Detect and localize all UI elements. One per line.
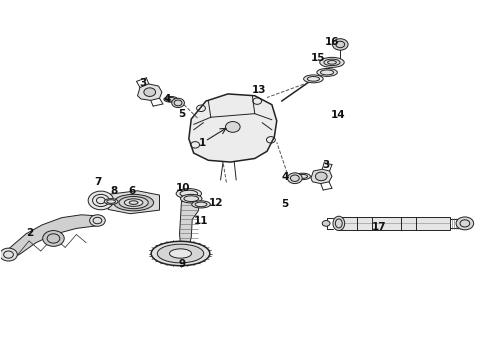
Ellipse shape	[114, 194, 154, 211]
Text: 3: 3	[139, 78, 147, 88]
Text: 6: 6	[128, 186, 135, 196]
Text: 16: 16	[325, 37, 339, 47]
Text: 12: 12	[208, 198, 223, 208]
Ellipse shape	[304, 75, 323, 83]
Ellipse shape	[320, 57, 344, 67]
Polygon shape	[189, 94, 277, 162]
Polygon shape	[311, 169, 332, 184]
Ellipse shape	[157, 244, 204, 263]
Text: 7: 7	[94, 177, 101, 187]
Circle shape	[172, 98, 184, 108]
Text: 2: 2	[26, 228, 34, 238]
Circle shape	[90, 215, 105, 226]
Circle shape	[332, 39, 348, 50]
Polygon shape	[179, 202, 198, 249]
Text: 5: 5	[178, 109, 185, 119]
Ellipse shape	[180, 194, 202, 203]
Circle shape	[316, 172, 327, 181]
Ellipse shape	[333, 216, 344, 230]
Ellipse shape	[295, 173, 311, 180]
Ellipse shape	[170, 249, 192, 258]
Text: 14: 14	[331, 110, 345, 120]
Circle shape	[144, 88, 156, 96]
Text: 11: 11	[194, 216, 208, 226]
Polygon shape	[108, 191, 159, 214]
Circle shape	[288, 173, 302, 184]
Text: 3: 3	[322, 160, 329, 170]
Polygon shape	[4, 215, 99, 259]
Text: 9: 9	[179, 259, 186, 269]
Text: 1: 1	[198, 138, 206, 148]
Text: 4: 4	[281, 172, 289, 182]
Text: 8: 8	[110, 186, 118, 196]
Circle shape	[0, 248, 17, 261]
Circle shape	[43, 230, 64, 246]
Bar	[340, 217, 450, 230]
Ellipse shape	[317, 68, 337, 76]
Circle shape	[456, 217, 474, 230]
Circle shape	[322, 221, 330, 226]
Circle shape	[88, 191, 114, 210]
Circle shape	[225, 122, 240, 132]
Ellipse shape	[104, 199, 118, 204]
Text: 15: 15	[311, 53, 325, 63]
Ellipse shape	[151, 241, 210, 266]
Text: 13: 13	[251, 85, 266, 95]
Polygon shape	[138, 84, 162, 100]
Ellipse shape	[124, 199, 143, 206]
Text: 17: 17	[372, 222, 387, 231]
Ellipse shape	[119, 197, 148, 209]
Text: 5: 5	[281, 199, 289, 210]
Text: 4: 4	[163, 94, 171, 104]
Ellipse shape	[176, 189, 201, 199]
Ellipse shape	[164, 96, 177, 102]
Text: 10: 10	[176, 183, 190, 193]
Ellipse shape	[192, 201, 210, 208]
